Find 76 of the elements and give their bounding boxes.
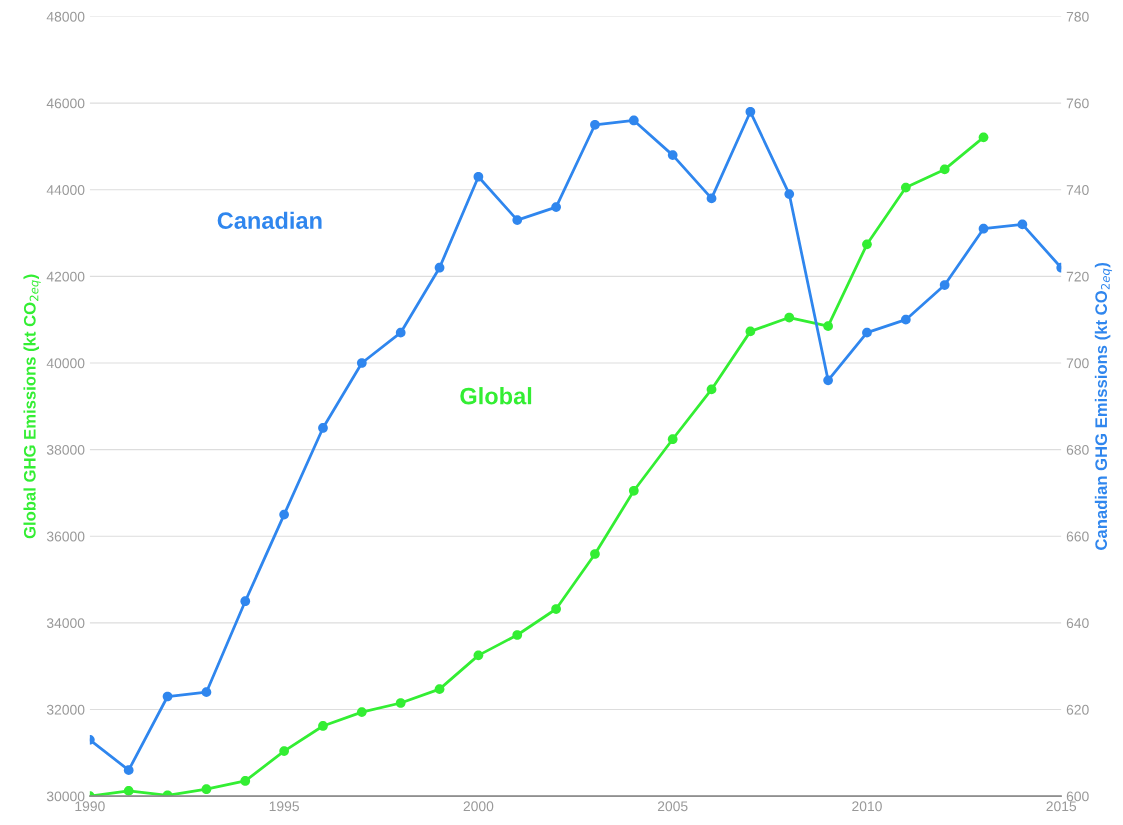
point — [745, 106, 756, 117]
point — [939, 164, 950, 175]
point — [512, 630, 523, 640]
x-tick-label: 1995 — [269, 801, 299, 812]
point — [434, 684, 445, 694]
text: Global — [460, 387, 532, 405]
point — [1017, 219, 1028, 230]
point — [395, 327, 406, 338]
point — [512, 215, 523, 225]
point — [784, 312, 795, 323]
y-tick-label: 38000 — [46, 444, 85, 455]
y-tick-label: 36000 — [46, 531, 85, 542]
y2-tick-label: 780 — [1066, 11, 1089, 22]
y-tick-label: 46000 — [46, 98, 85, 109]
point — [978, 223, 989, 234]
y-tick-label: 44000 — [46, 185, 85, 195]
point — [473, 650, 484, 661]
y-tick-label: 40000 — [46, 358, 85, 369]
point — [123, 765, 134, 775]
y-tick-label: 34000 — [46, 618, 85, 629]
point — [395, 698, 406, 708]
point — [628, 485, 639, 496]
y-tick-label: 30000 — [46, 791, 85, 802]
point — [745, 326, 756, 337]
point — [628, 115, 639, 126]
point — [667, 150, 678, 160]
point — [590, 119, 600, 130]
point — [551, 202, 561, 212]
y-tick-label: 32000 — [46, 704, 85, 715]
point — [240, 776, 251, 786]
point — [900, 314, 911, 325]
point — [823, 321, 833, 332]
y2-tick-label: 640 — [1066, 618, 1089, 629]
y2-tick-label: 700 — [1066, 358, 1089, 369]
y2-axis-title: Canadian GHG Emissions (kt CO$_{2eq}$) — [1094, 262, 1113, 550]
y2-tick-label: 600 — [1066, 791, 1089, 802]
x-tick-label: 2005 — [657, 801, 688, 812]
point — [201, 784, 212, 795]
point — [667, 434, 678, 445]
y2-tick-label: 720 — [1066, 271, 1089, 282]
point — [356, 358, 367, 368]
x-tick-label: 2010 — [852, 801, 882, 812]
point — [900, 182, 911, 193]
point — [784, 189, 795, 199]
point — [123, 786, 134, 796]
x-tick-label: 2000 — [463, 801, 494, 812]
point — [551, 604, 561, 614]
y-tick-label: 48000 — [46, 11, 85, 22]
text: Canadian — [217, 211, 322, 230]
point — [240, 596, 251, 607]
y2-tick-label: 760 — [1066, 98, 1089, 109]
point — [978, 132, 989, 143]
point — [823, 375, 833, 386]
point — [939, 280, 950, 290]
x-tick-label: 1990 — [75, 801, 105, 812]
point — [473, 171, 484, 182]
point — [862, 327, 872, 338]
point — [434, 262, 445, 273]
y2-tick-label: 740 — [1066, 185, 1089, 195]
point — [318, 423, 328, 433]
point — [706, 384, 717, 395]
point — [279, 509, 289, 520]
point — [279, 746, 289, 756]
x-tick-label: 2015 — [1046, 801, 1077, 812]
y-axis-title: Global GHG Emissions (kt CO$_{2eq}$) — [23, 274, 41, 539]
point — [201, 687, 212, 698]
y2-tick-label: 680 — [1066, 444, 1089, 455]
point — [590, 549, 600, 559]
point — [862, 239, 872, 250]
y2-tick-label: 620 — [1066, 704, 1089, 715]
point — [162, 691, 173, 702]
y-tick-label: 42000 — [46, 271, 85, 282]
y2-tick-label: 660 — [1066, 531, 1089, 542]
point — [318, 721, 328, 731]
point — [356, 707, 367, 717]
point — [706, 193, 717, 204]
